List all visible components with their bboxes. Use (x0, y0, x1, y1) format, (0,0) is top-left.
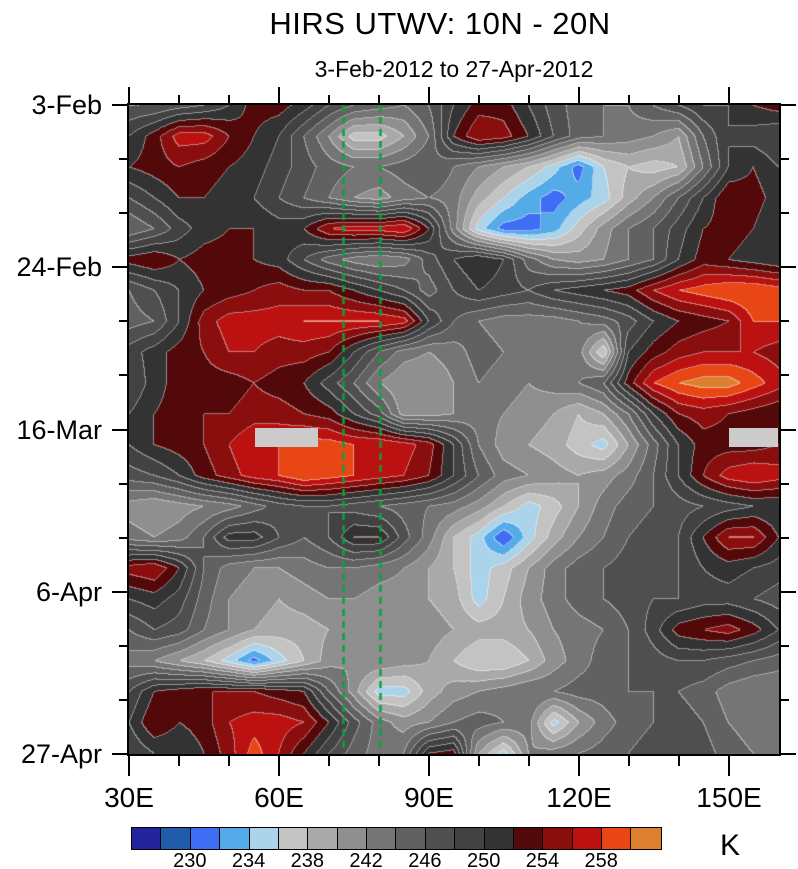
x-tick-label: 30E (104, 782, 154, 813)
x-major-tick-top (128, 87, 130, 103)
y-minor-tick (119, 698, 127, 701)
colorbar-cell (132, 828, 162, 849)
y-tick-label: 16-Mar (16, 414, 102, 445)
y-major-tick-right (781, 266, 796, 269)
x-major-tick (428, 756, 430, 776)
colorbar-cell (484, 828, 514, 849)
y-tick-label: 27-Apr (20, 739, 102, 769)
colorbar-cell (602, 828, 632, 849)
x-minor-tick (478, 756, 480, 766)
x-tick-label: 60E (254, 782, 304, 813)
colorbar-cell (161, 828, 191, 849)
x-major-tick (728, 756, 730, 776)
colorbar-tick-label: 234 (231, 850, 266, 869)
x-tick-label: 150E (696, 782, 762, 813)
x-minor-tick-top (528, 95, 530, 103)
colorbar-cell (249, 828, 279, 849)
y-minor-tick (119, 644, 127, 647)
y-major-tick-right (781, 104, 796, 106)
x-minor-tick (678, 756, 680, 766)
y-minor-tick-right (781, 698, 789, 701)
y-minor-tick-right (781, 158, 789, 161)
y-minor-tick (119, 212, 127, 215)
y-minor-tick (119, 482, 127, 485)
colorbar-cell (308, 828, 338, 849)
x-minor-tick-top (628, 95, 630, 103)
colorbar-tick-label: 238 (290, 850, 325, 869)
y-major-tick (112, 753, 127, 755)
y-tick-label: 24-Feb (16, 252, 102, 283)
y-major-tick (112, 428, 127, 431)
plot-frame (127, 103, 781, 756)
y-minor-tick (119, 374, 127, 377)
x-major-tick (128, 756, 130, 776)
x-major-tick-top (278, 87, 280, 103)
x-minor-tick-top (478, 95, 480, 103)
colorbar-cell (513, 828, 544, 849)
colorbar-cell (220, 828, 250, 849)
x-major-tick-top (728, 87, 730, 103)
y-tick-label: 3-Feb (31, 90, 102, 120)
y-major-tick (112, 590, 127, 593)
y-minor-tick (119, 320, 127, 323)
y-major-tick (112, 266, 127, 269)
colorbar-cell (396, 828, 426, 849)
y-minor-tick (119, 536, 127, 539)
x-minor-tick-top (378, 95, 380, 103)
x-tick-label: 120E (546, 782, 612, 813)
colorbar-cell (543, 828, 573, 849)
y-major-tick-right (781, 428, 796, 431)
y-minor-tick-right (781, 482, 789, 485)
y-minor-tick-right (781, 320, 789, 323)
x-major-tick (578, 756, 580, 776)
colorbar-cell (190, 828, 221, 849)
contour-field-canvas (129, 105, 779, 754)
colorbar-tick-label: 254 (525, 850, 560, 869)
plot-subtitle: 3-Feb-2012 to 27-Apr-2012 (314, 56, 594, 82)
colorbar-cell (572, 828, 602, 849)
x-minor-tick (528, 756, 530, 766)
colorbar-cell (455, 828, 485, 849)
x-minor-tick (178, 756, 180, 766)
colorbar-tick-label: 242 (349, 850, 383, 869)
x-minor-tick-top (328, 95, 330, 103)
colorbar-tick-label: 250 (466, 850, 501, 869)
colorbar-unit-label: K (719, 829, 740, 862)
x-major-tick-top (428, 87, 430, 103)
missing-data-bar (255, 427, 318, 448)
colorbar-tick-label: 258 (584, 850, 618, 869)
colorbar (131, 827, 662, 850)
colorbar-cell (367, 828, 397, 849)
plot-title: HIRS UTWV: 10N - 20N (269, 6, 611, 41)
colorbar-cell (631, 828, 661, 849)
missing-data-bar (729, 427, 778, 448)
x-major-tick (278, 756, 280, 776)
x-minor-tick (328, 756, 330, 766)
y-major-tick-right (781, 753, 796, 755)
colorbar-tick-label: 230 (173, 850, 207, 869)
colorbar-cell (337, 828, 367, 849)
x-major-tick-top (578, 87, 580, 103)
colorbar-cell (425, 828, 456, 849)
x-minor-tick (228, 756, 230, 766)
y-minor-tick-right (781, 536, 789, 539)
x-minor-tick-top (178, 95, 180, 103)
x-minor-tick-top (228, 95, 230, 103)
y-minor-tick-right (781, 374, 789, 377)
y-minor-tick-right (781, 644, 789, 647)
y-tick-label: 6-Apr (35, 576, 102, 607)
x-minor-tick (628, 756, 630, 766)
y-major-tick-right (781, 590, 796, 593)
x-minor-tick (378, 756, 380, 766)
x-tick-label: 90E (404, 782, 454, 813)
colorbar-tick-label: 246 (408, 850, 442, 869)
colorbar-cell (278, 828, 309, 849)
y-major-tick (112, 104, 127, 106)
y-minor-tick (119, 158, 127, 161)
y-minor-tick-right (781, 212, 789, 215)
x-minor-tick-top (678, 95, 680, 103)
